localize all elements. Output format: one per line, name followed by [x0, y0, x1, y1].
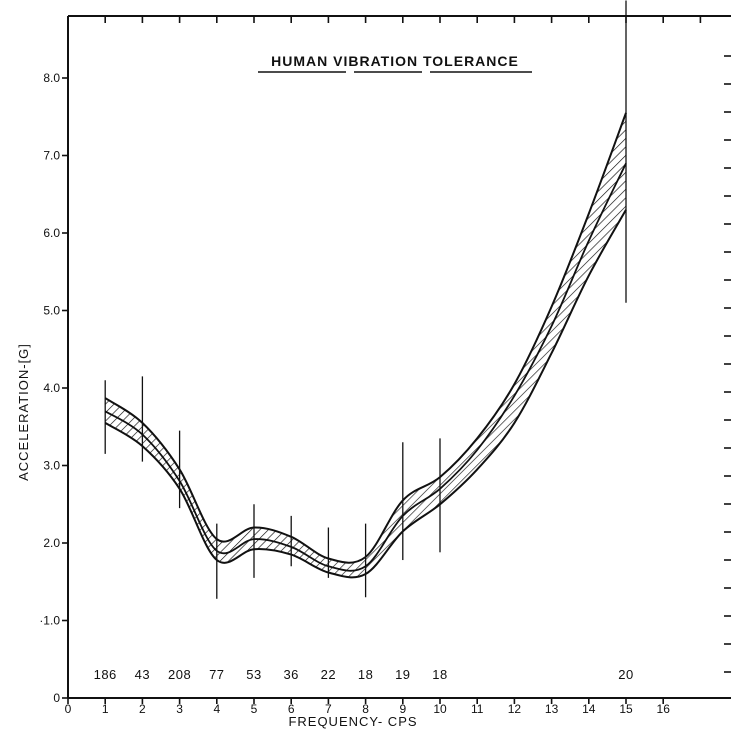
sample-count-label: 19: [395, 667, 410, 682]
x-tick-label: 16: [657, 702, 671, 716]
y-tick-label: 0: [53, 691, 60, 705]
y-tick-label: 8.0: [43, 71, 60, 85]
band-lower-line: [104, 209, 627, 579]
sample-count-label: 22: [321, 667, 336, 682]
sample-count-label: 53: [246, 667, 261, 682]
x-tick-label: 6: [288, 702, 295, 716]
y-tick-label: 3.0: [43, 459, 60, 473]
sample-count-label: 43: [135, 667, 150, 682]
x-tick-label: 10: [433, 702, 447, 716]
x-tick-label: 0: [65, 702, 72, 716]
axes: [67, 15, 731, 699]
x-tick-label: 13: [545, 702, 559, 716]
y-axis-label: ACCELERATION-[G]: [16, 343, 31, 481]
x-tick-label: 4: [213, 702, 220, 716]
x-tick-label: 3: [176, 702, 183, 716]
chart-title: HUMAN VIBRATION TOLERANCE: [271, 53, 519, 69]
x-axis-label: FREQUENCY- CPS: [288, 714, 417, 729]
x-tick-label: 11: [471, 702, 484, 716]
x-tick-label: 1: [102, 702, 109, 716]
y-tick-label: 5.0: [43, 304, 60, 318]
y-tick-label: 6.0: [43, 226, 60, 240]
x-tick-label: 2: [139, 702, 146, 716]
sample-count-label: 208: [168, 667, 191, 682]
band-upper-line: [104, 112, 627, 564]
sample-count-label: 18: [358, 667, 373, 682]
band-fill: [105, 112, 626, 578]
x-tick-label: 7: [325, 702, 332, 716]
x-tick-label: 14: [582, 702, 596, 716]
x-tick-label: 12: [508, 702, 522, 716]
right-edge-ticks: [724, 55, 731, 673]
y-tick-label: 7.0: [43, 149, 60, 163]
sample-count-label: 20: [618, 667, 633, 682]
sample-count-label: 186: [94, 667, 117, 682]
error-bars: [104, 0, 627, 599]
top-edge-ticks: [104, 16, 702, 23]
y-tick-label: 4.0: [43, 381, 60, 395]
x-tick-label: 15: [619, 702, 633, 716]
sample-count-label: 18: [432, 667, 447, 682]
x-ticks: 0 1 2 3 4 5 6 7 8 9 10 11 12 13 14 15 16: [65, 698, 671, 716]
sample-counts: 186 43 208 77 53 36 22 18 19 18 20: [94, 667, 634, 682]
y-tick-label: ·1.0: [39, 614, 60, 628]
mean-line: [104, 162, 627, 572]
x-tick-label: 8: [362, 702, 369, 716]
tolerance-band: [104, 112, 627, 579]
sample-count-label: 36: [283, 667, 298, 682]
sample-count-label: 77: [209, 667, 224, 682]
x-tick-label: 9: [399, 702, 406, 716]
x-tick-label: 5: [251, 702, 258, 716]
y-tick-label: 2.0: [43, 536, 60, 550]
y-ticks: 0 ·1.0 2.0 3.0 4.0 5.0 6.0 7.0 8.0: [39, 71, 68, 705]
